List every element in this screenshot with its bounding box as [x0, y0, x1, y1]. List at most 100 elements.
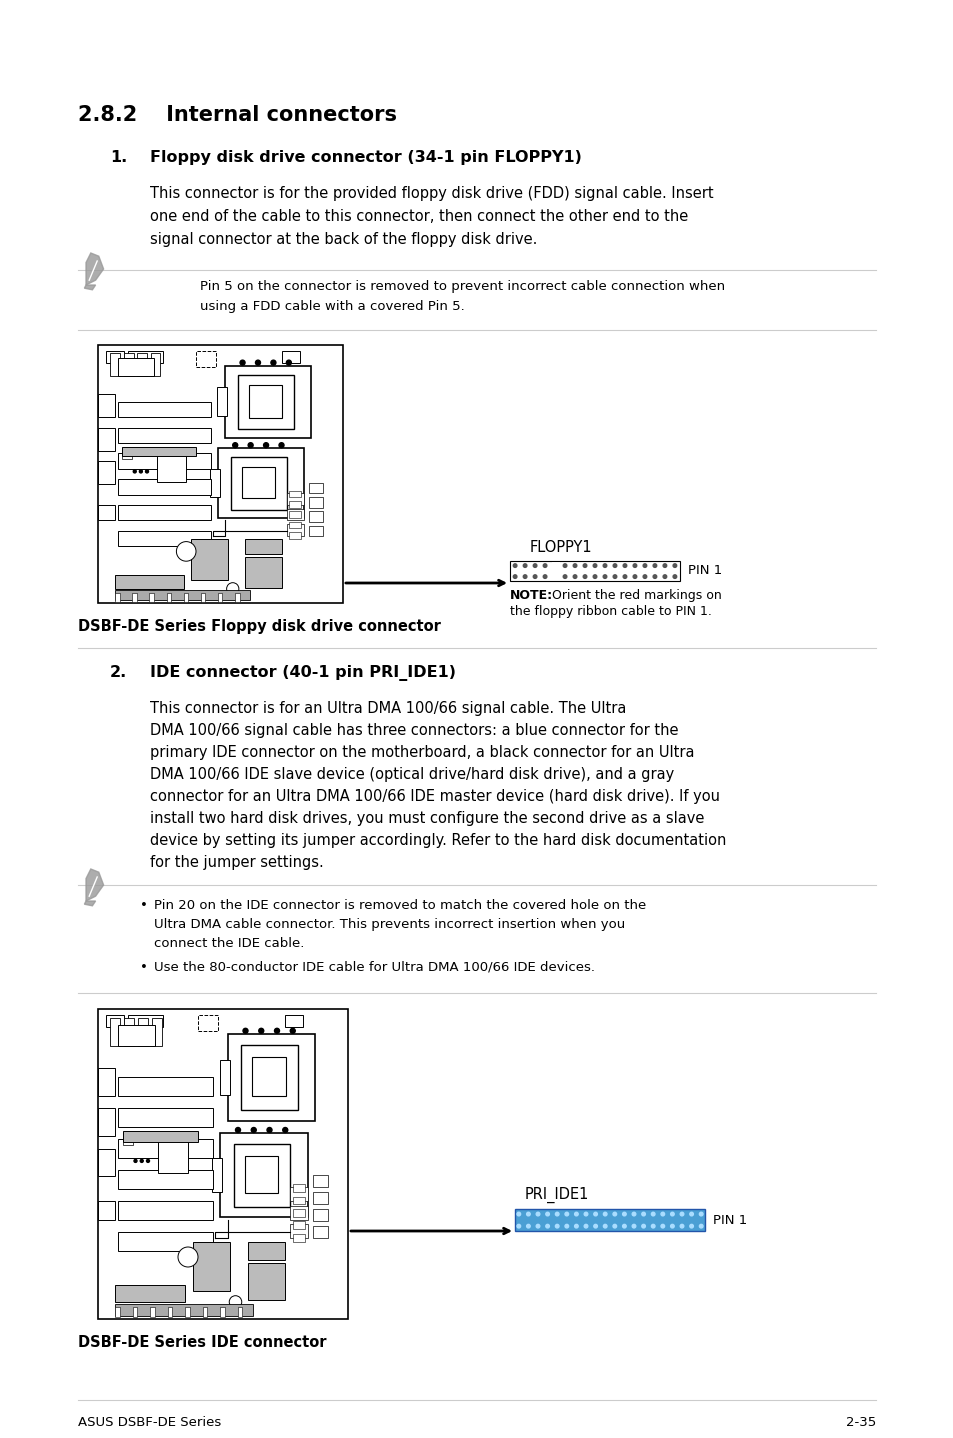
Bar [98, 394, 115, 417]
Circle shape [651, 1224, 655, 1228]
Bar [210, 469, 220, 498]
Bar [117, 479, 211, 495]
Bar [98, 1009, 348, 1319]
Circle shape [233, 443, 237, 447]
Circle shape [533, 564, 537, 568]
Circle shape [689, 1212, 693, 1217]
Circle shape [564, 1212, 568, 1217]
Text: 1.: 1. [110, 150, 127, 165]
Circle shape [622, 1212, 625, 1217]
Bar [132, 1307, 137, 1317]
Bar [293, 1196, 305, 1204]
Polygon shape [86, 253, 104, 285]
Circle shape [574, 1224, 578, 1228]
Text: This connector is for an Ultra DMA 100/66 signal cable. The Ultra: This connector is for an Ultra DMA 100/6… [150, 700, 626, 716]
Circle shape [263, 443, 269, 447]
Bar [510, 561, 679, 581]
Text: PIN 1: PIN 1 [712, 1214, 746, 1227]
Text: for the jumper settings.: for the jumper settings. [150, 856, 323, 870]
Bar [286, 493, 303, 505]
Circle shape [582, 575, 586, 578]
Circle shape [282, 1127, 288, 1133]
Circle shape [553, 564, 557, 568]
Bar [220, 1060, 230, 1094]
Text: 2-35: 2-35 [845, 1416, 875, 1429]
Circle shape [140, 1159, 143, 1162]
Circle shape [286, 360, 291, 365]
Bar [123, 1132, 198, 1142]
Circle shape [613, 1212, 616, 1217]
Circle shape [673, 564, 676, 568]
Bar [122, 447, 195, 456]
Text: Use the 80-conductor IDE cable for Ultra DMA 100/66 IDE devices.: Use the 80-conductor IDE cable for Ultra… [153, 961, 595, 974]
Bar [289, 512, 301, 518]
Circle shape [240, 360, 245, 365]
Bar [203, 1307, 208, 1317]
Circle shape [642, 575, 646, 578]
Bar [313, 1227, 328, 1238]
Text: connector for an Ultra DMA 100/66 IDE master device (hard disk drive). If you: connector for an Ultra DMA 100/66 IDE ma… [150, 789, 720, 804]
Bar [151, 1307, 154, 1317]
Bar [111, 352, 120, 375]
Circle shape [562, 564, 566, 568]
Circle shape [602, 575, 606, 578]
Bar [111, 1018, 120, 1047]
Bar [289, 490, 301, 498]
Circle shape [593, 575, 597, 578]
Bar [98, 427, 115, 450]
Text: signal connector at the back of the floppy disk drive.: signal connector at the back of the flop… [150, 232, 537, 247]
Text: PIN 1: PIN 1 [687, 565, 721, 578]
Bar [248, 1263, 285, 1300]
Circle shape [622, 564, 626, 568]
Circle shape [517, 1212, 520, 1217]
Circle shape [133, 1159, 137, 1162]
Circle shape [633, 564, 636, 568]
Bar [122, 449, 132, 459]
Circle shape [583, 1224, 587, 1228]
Text: Floppy disk drive connector (34-1 pin FLOPPY1): Floppy disk drive connector (34-1 pin FL… [150, 150, 581, 165]
Circle shape [542, 564, 546, 568]
Circle shape [593, 564, 597, 568]
Circle shape [602, 1212, 606, 1217]
Bar [150, 592, 153, 601]
Bar [98, 1109, 115, 1136]
Circle shape [227, 582, 238, 595]
Circle shape [248, 443, 253, 447]
Bar [118, 1171, 213, 1189]
Bar [98, 1068, 115, 1096]
Polygon shape [84, 285, 95, 290]
Circle shape [662, 575, 666, 578]
Bar [117, 401, 211, 417]
Bar [137, 352, 147, 375]
Bar [241, 1045, 297, 1110]
Text: IDE connector (40-1 pin PRI_IDE1): IDE connector (40-1 pin PRI_IDE1) [150, 664, 456, 682]
Circle shape [679, 1212, 683, 1217]
Circle shape [582, 564, 586, 568]
Circle shape [622, 1224, 625, 1228]
Circle shape [653, 564, 656, 568]
Bar [228, 1034, 315, 1120]
Bar [185, 1307, 190, 1317]
Circle shape [641, 1224, 645, 1228]
Bar [309, 483, 323, 493]
Text: 2.8.2    Internal connectors: 2.8.2 Internal connectors [78, 105, 396, 125]
Bar [231, 457, 286, 509]
Bar [291, 1206, 308, 1219]
Circle shape [176, 542, 195, 561]
Circle shape [660, 1212, 664, 1217]
Bar [245, 538, 281, 554]
Bar [225, 365, 311, 439]
Bar [201, 592, 205, 601]
Circle shape [526, 1224, 530, 1228]
Circle shape [670, 1212, 674, 1217]
Circle shape [271, 360, 275, 365]
Bar [245, 1156, 278, 1194]
Bar [198, 1015, 218, 1031]
Bar [293, 1234, 305, 1241]
Polygon shape [84, 902, 95, 906]
Bar [218, 449, 303, 518]
Text: NOTE:: NOTE: [510, 590, 553, 603]
Text: Pin 5 on the connector is removed to prevent incorrect cable connection when: Pin 5 on the connector is removed to pre… [200, 280, 724, 293]
Bar [118, 1077, 213, 1096]
Bar [123, 1133, 132, 1146]
